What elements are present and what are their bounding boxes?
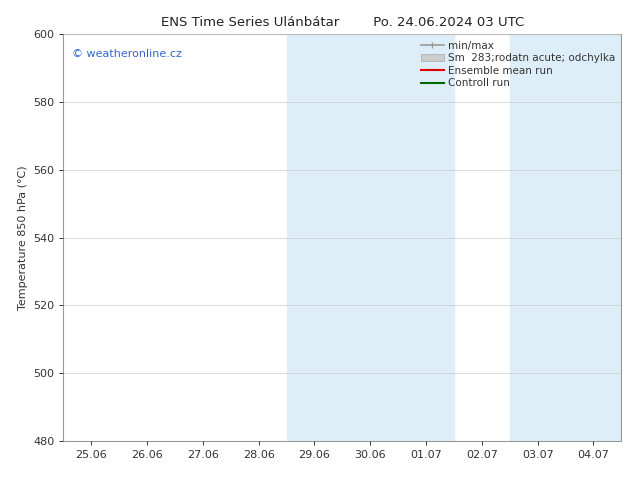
Title: ENS Time Series Ulánbátar        Po. 24.06.2024 03 UTC: ENS Time Series Ulánbátar Po. 24.06.2024… bbox=[161, 16, 524, 29]
Bar bbox=[287, 34, 454, 441]
Bar bbox=[510, 34, 621, 441]
Text: © weatheronline.cz: © weatheronline.cz bbox=[72, 49, 182, 58]
Y-axis label: Temperature 850 hPa (°C): Temperature 850 hPa (°C) bbox=[18, 165, 27, 310]
Legend: min/max, Sm  283;rodatn acute; odchylka, Ensemble mean run, Controll run: min/max, Sm 283;rodatn acute; odchylka, … bbox=[418, 37, 618, 92]
